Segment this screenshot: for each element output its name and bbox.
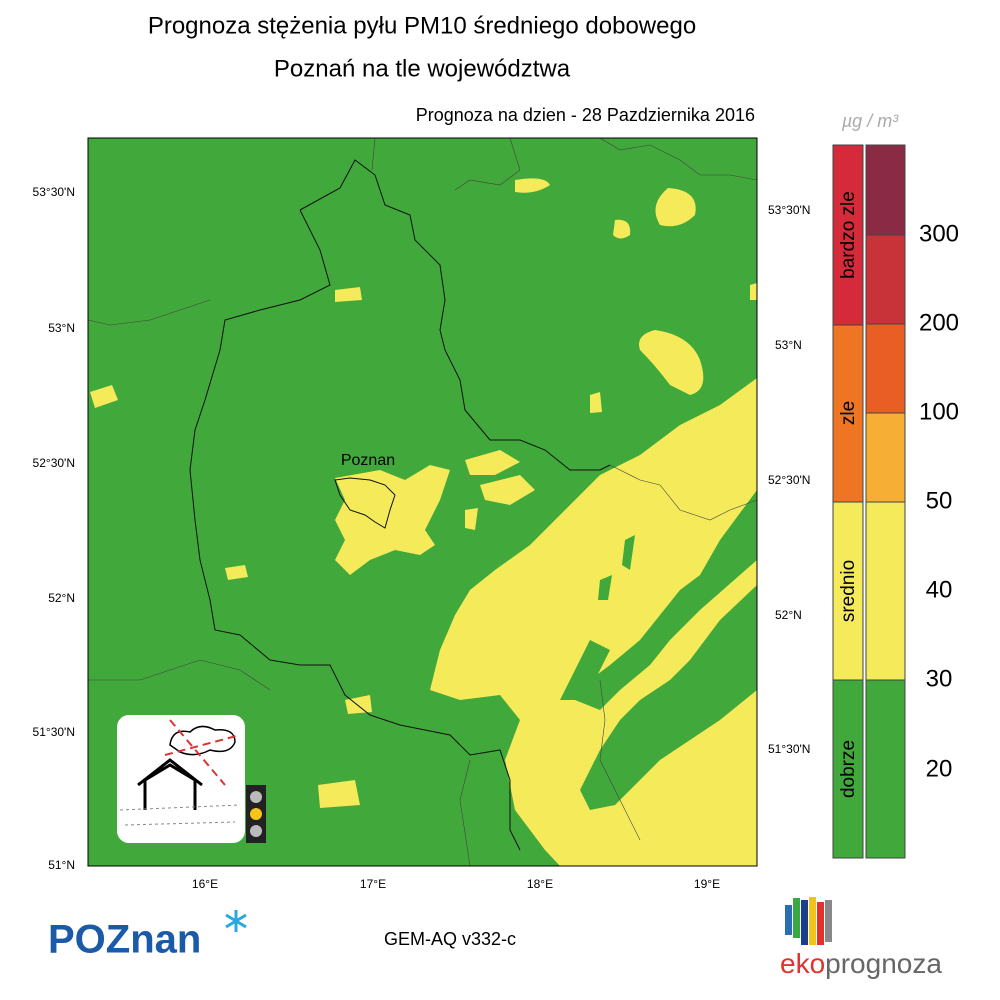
- legend: µg / m³ bardzo zle zle srednio dobrze 30…: [832, 111, 959, 859]
- legend-category: srednio: [838, 560, 859, 622]
- logo-bars: [785, 897, 832, 945]
- model-label: GEM-AQ v332-c: [384, 929, 516, 949]
- lat-label: 53°N: [775, 338, 802, 352]
- lon-label: 16°E: [192, 877, 218, 891]
- map-frame: [87, 137, 758, 867]
- map: Poznan: [87, 137, 758, 867]
- borders: [87, 137, 758, 867]
- legend-level: 20: [926, 755, 953, 782]
- lat-label: 52°30'N: [33, 456, 75, 470]
- logo-star: [225, 910, 247, 932]
- logo-prognoza: prognoza: [825, 948, 942, 979]
- legend-swatch: [865, 234, 906, 325]
- legend-swatch: [865, 412, 906, 503]
- lat-label: 52°30'N: [768, 473, 810, 487]
- smog-icon: [117, 715, 266, 843]
- title: Prognoza stężenia pyłu PM10 średniego do…: [148, 12, 696, 39]
- legend-swatch: [865, 679, 906, 859]
- lat-label: 53°30'N: [768, 203, 810, 217]
- lat-label: 53°N: [48, 321, 75, 335]
- lon-label: 19°E: [694, 877, 720, 891]
- legend-level: 300: [919, 220, 959, 247]
- lon-label: 17°E: [360, 877, 386, 891]
- lat-label: 53°30'N: [33, 185, 75, 199]
- lat-label: 51°30'N: [768, 742, 810, 756]
- legend-swatch: [832, 501, 864, 681]
- legend-category: zle: [838, 401, 859, 425]
- logo-eko: eko: [780, 948, 825, 979]
- forecast-date: Prognoza na dzien - 28 Pazdziernika 2016: [416, 105, 755, 125]
- city-label: Poznan: [341, 452, 395, 469]
- logo-left: POZnan: [48, 918, 201, 962]
- lat-label: 52°N: [775, 608, 802, 622]
- subtitle: Poznań na tle województwa: [274, 55, 571, 82]
- legend-swatch: [832, 144, 864, 326]
- legend-unit: µg / m³: [841, 111, 899, 131]
- legend-swatch: [865, 323, 906, 414]
- lat-label: 51°30'N: [33, 725, 75, 739]
- legend-swatch: [832, 679, 864, 859]
- legend-level: 200: [919, 309, 959, 336]
- legend-swatch: [865, 501, 906, 681]
- clean-areas: [560, 490, 757, 810]
- lon-label: 18°E: [527, 877, 553, 891]
- legend-level: 100: [919, 398, 959, 425]
- legend-level: 50: [926, 487, 953, 514]
- lat-label: 51°N: [48, 858, 75, 872]
- logo-right: ekoprognoza: [780, 948, 942, 979]
- coordinate-labels: 53°30'N 53°N 52°30'N 52°N 51°30'N 51°N 5…: [33, 185, 811, 891]
- legend-swatch: [832, 324, 864, 503]
- legend-category: bardzo zle: [838, 191, 859, 279]
- legend-swatch: [865, 144, 906, 236]
- footer: POZnan GEM-AQ v332-c ekoprognoza: [48, 897, 942, 979]
- legend-level: 40: [926, 576, 953, 603]
- lat-label: 52°N: [48, 591, 75, 605]
- legend-category: dobrze: [838, 740, 859, 798]
- legend-level: 30: [926, 665, 953, 692]
